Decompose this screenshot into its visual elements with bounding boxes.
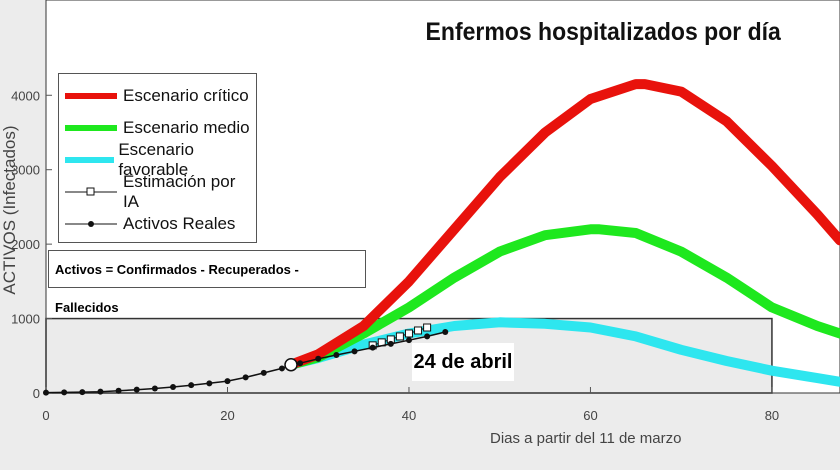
ia-point <box>423 323 432 332</box>
legend-swatch-dot <box>65 221 117 227</box>
real-point <box>43 389 49 396</box>
x-tick-label: 0 <box>42 408 49 423</box>
real-point <box>351 348 358 355</box>
legend-item-critico: Escenario crítico <box>63 81 249 111</box>
real-point <box>387 340 394 347</box>
legend-swatch-green <box>65 125 117 131</box>
real-point <box>297 360 304 367</box>
real-point <box>206 380 213 387</box>
real-point <box>188 382 195 389</box>
ia-point <box>414 326 423 335</box>
real-point <box>278 365 285 372</box>
legend-item-ia: Estimación por IA <box>63 172 256 211</box>
ia-point <box>404 329 413 338</box>
x-tick-label: 60 <box>583 408 597 423</box>
legend-label: Escenario medio <box>123 118 250 137</box>
real-point <box>405 337 412 344</box>
real-point <box>424 333 431 340</box>
ia-point <box>395 332 404 341</box>
legend-item-favorable: Escenario favorable <box>63 140 256 179</box>
legend: Escenario crítico Escenario medio Escena… <box>58 73 257 243</box>
y-axis-label: ACTIVOS (Infectados) <box>0 125 19 295</box>
legend-label: Activos Reales <box>123 214 236 233</box>
real-point <box>242 374 249 381</box>
y-tick-label: 2000 <box>11 237 40 252</box>
real-point <box>79 389 86 396</box>
legend-label: Estimación por IA <box>122 172 236 211</box>
legend-swatch-cyan <box>65 157 115 163</box>
legend-label: Escenario crítico <box>123 86 249 105</box>
legend-swatch-red <box>65 93 117 99</box>
formula-note: Activos = Confirmados - Recuperados - Fa… <box>48 250 366 315</box>
series-line-critico <box>286 79 840 370</box>
real-point <box>260 369 267 376</box>
real-point <box>442 328 449 335</box>
x-tick-label: 80 <box>765 408 779 423</box>
y-tick-label: 0 <box>33 386 40 401</box>
x-axis-label: Dias a partir del 11 de marzo <box>490 430 682 447</box>
start-marker <box>284 357 298 372</box>
y-tick-label: 3000 <box>11 163 40 178</box>
y-tick-label: 1000 <box>11 312 40 327</box>
series-line-reales <box>45 331 446 394</box>
x-tick-label: 20 <box>220 408 234 423</box>
real-point <box>151 385 158 392</box>
real-point <box>369 344 376 351</box>
real-point <box>333 352 340 359</box>
x-tick-label: 40 <box>402 408 416 423</box>
date-annotation: 24 de abril <box>412 343 514 381</box>
legend-item-medio: Escenario medio <box>63 113 250 143</box>
legend-item-reales: Activos Reales <box>63 209 235 239</box>
legend-label: Escenario favorable <box>118 140 194 179</box>
series-line-medio <box>286 224 840 370</box>
real-point <box>133 386 140 393</box>
legend-swatch-square <box>65 187 117 196</box>
real-point <box>97 388 104 395</box>
real-point <box>315 355 322 362</box>
real-point <box>115 387 122 394</box>
chart-title: Enfermos hospitalizados por día <box>410 10 797 52</box>
real-point <box>170 384 177 391</box>
real-point <box>61 389 68 396</box>
y-tick-label: 4000 <box>11 88 40 103</box>
real-point <box>224 378 231 385</box>
